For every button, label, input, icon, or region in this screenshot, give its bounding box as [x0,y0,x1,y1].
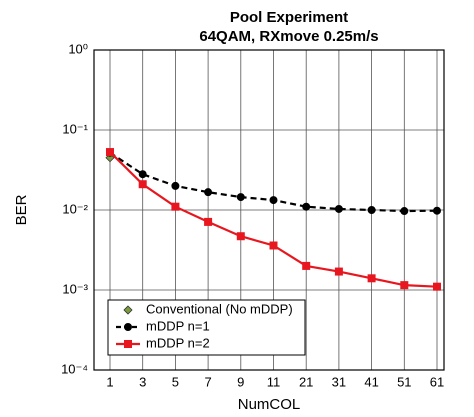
marker [124,323,132,331]
y-tick-label: 10⁻⁴ [61,361,88,376]
marker [302,202,311,211]
marker [269,196,278,205]
legend-label: mDDP n=2 [146,335,210,350]
marker [236,232,245,241]
plot-frame [93,49,445,371]
x-tick-label: 51 [397,374,411,389]
legend: Conventional (No mDDP) mDDP n=1 mDDP n=2 [107,299,306,356]
marker [400,207,409,216]
marker [269,241,278,250]
x-tick-label: 41 [364,374,378,389]
y-tick-label: 10⁻² [62,201,88,216]
legend-label: Conventional (No mDDP) [146,301,293,316]
y-tick-label: 10⁻³ [62,281,88,296]
y-tick-label: 10⁻¹ [62,121,88,136]
marker [334,204,343,213]
marker [138,170,147,179]
marker [106,148,114,157]
marker [204,188,213,197]
marker [171,202,180,211]
legend-box [107,299,306,356]
marker [124,340,132,348]
marker [400,281,409,290]
legend-label: mDDP n=1 [146,318,210,333]
x-tick-label: 61 [430,374,444,389]
y-tick-label: 10⁰ [68,41,88,56]
x-tick-label: 1 [106,374,113,389]
chart-subtitle: 64QAM, RXmove 0.25m/s [199,28,378,45]
marker [367,206,376,214]
marker [433,206,441,215]
marker [171,181,180,190]
marker [236,193,245,202]
x-tick-label: 3 [139,374,146,389]
marker [367,274,376,283]
marker [123,305,133,315]
x-tick-label: 31 [332,374,346,389]
marker [204,217,213,226]
chart-title: Pool Experiment [230,9,348,26]
x-tick-label: 11 [267,374,281,389]
x-tick-label: 21 [299,374,313,389]
y-axis-label: BER [13,194,30,225]
x-axis-label: NumCOL [238,396,301,413]
marker [334,267,343,276]
marker [433,282,441,291]
marker [302,261,311,270]
x-tick-label: 5 [172,374,179,389]
x-tick-label: 7 [204,374,211,389]
marker [138,180,147,189]
x-tick-label: 9 [237,374,244,389]
